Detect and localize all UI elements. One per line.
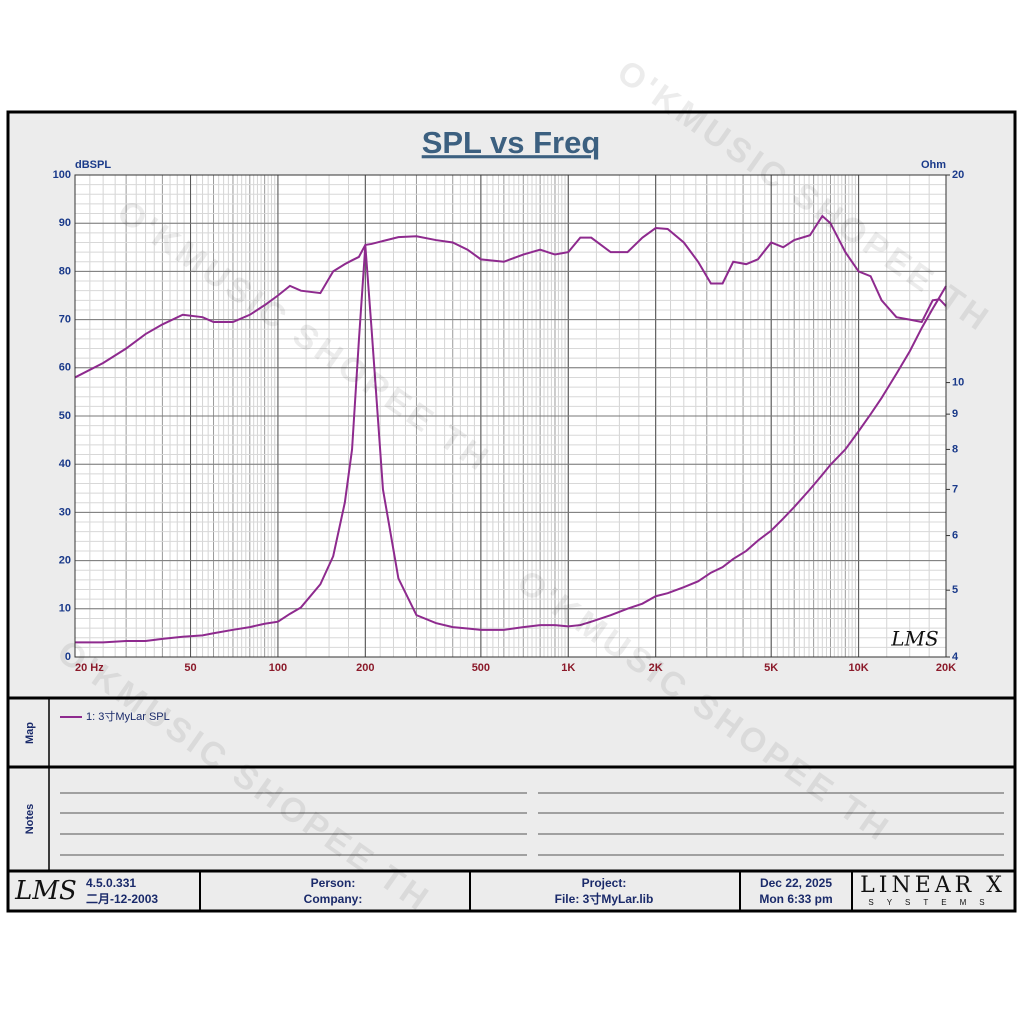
x-tick-label: 10K	[849, 662, 869, 674]
y-tick-label: 70	[59, 314, 71, 326]
y-tick-label: 30	[59, 506, 71, 518]
y-tick-label: 90	[59, 217, 71, 229]
y-tick-label: 50	[59, 410, 71, 422]
grid	[74, 174, 947, 658]
y-tick-label: 100	[53, 169, 71, 181]
y2-tick-label: 8	[952, 443, 958, 455]
y-tick-label: 10	[59, 603, 71, 615]
project: Project:	[582, 876, 627, 890]
y2-tick-label: 5	[952, 584, 958, 596]
plot	[74, 214, 947, 644]
legend: 1: 3寸MyLar SPL	[60, 709, 170, 723]
line	[74, 214, 947, 379]
chart-title: SPL vs Freq	[422, 125, 601, 160]
brand-sub: SYSTEMS	[868, 898, 997, 907]
y-tick-label: 60	[59, 362, 71, 374]
y2-tick-label: 6	[952, 529, 958, 541]
x-tick-label: 100	[269, 662, 287, 674]
x-tick-label: 1K	[561, 662, 575, 674]
y2-axis-label: Ohm	[921, 159, 946, 171]
footer-dividers	[199, 871, 853, 911]
time: Mon 6:33 pm	[759, 892, 832, 906]
y-tick-label: 0	[65, 651, 71, 663]
y-tick-label: 80	[59, 265, 71, 277]
legend-label: 1: 3寸MyLar SPL	[86, 709, 170, 723]
company: Company:	[304, 892, 363, 906]
map-label: Map	[24, 722, 36, 744]
date-code: 二月-12-2003	[86, 892, 158, 906]
person: Person:	[311, 876, 356, 890]
line	[75, 245, 947, 644]
x-tick-label: 500	[472, 662, 490, 674]
x-tick-label: 20 Hz	[75, 662, 104, 674]
date: Dec 22, 2025	[760, 876, 832, 890]
y2-tick-label: 4	[952, 651, 959, 663]
plot-border	[74, 174, 947, 658]
y-tick-label: 40	[59, 458, 71, 470]
x-tick-label: 5K	[764, 662, 778, 674]
y-axis-label: dBSPL	[75, 159, 111, 171]
y2-tick-label: 20	[952, 169, 964, 181]
x-tick-label: 200	[356, 662, 374, 674]
x-tick-label: 20K	[936, 662, 956, 674]
x-tick-label: 2K	[649, 662, 663, 674]
x-tick-label: 50	[184, 662, 196, 674]
footer-logo: LMS	[14, 876, 77, 906]
y-tick-label: 20	[59, 555, 71, 567]
notes-label: Notes	[24, 804, 36, 835]
note-lines	[60, 792, 1004, 856]
y2-tick-label: 7	[952, 483, 958, 495]
file: File: 3寸MyLar.lib	[555, 891, 654, 906]
y2-tick-label: 9	[952, 408, 958, 420]
brand: LINEAR X	[860, 873, 1006, 898]
version: 4.5.0.331	[86, 876, 136, 890]
y2-tick-label: 10	[952, 376, 964, 388]
plot-logo: LMS	[890, 627, 938, 651]
